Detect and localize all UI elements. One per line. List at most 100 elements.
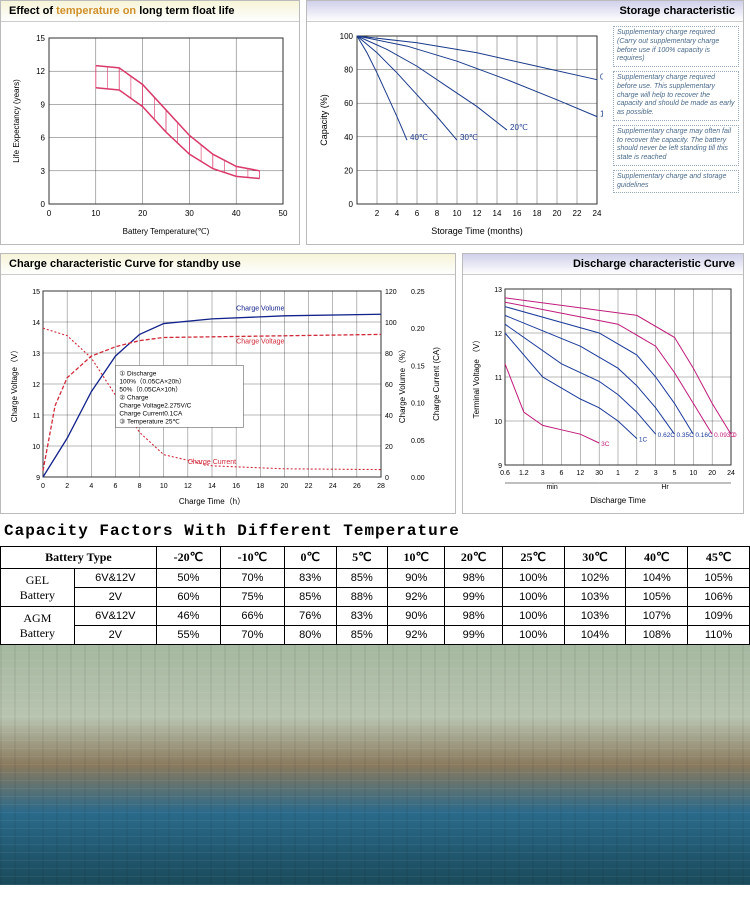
svg-text:20: 20 bbox=[281, 483, 289, 490]
svg-text:12: 12 bbox=[184, 483, 192, 490]
svg-text:10: 10 bbox=[91, 209, 100, 218]
svg-text:0.10: 0.10 bbox=[411, 401, 425, 408]
svg-text:14: 14 bbox=[32, 320, 40, 327]
svg-text:10℃: 10℃ bbox=[600, 110, 603, 119]
svg-text:0: 0 bbox=[47, 209, 52, 218]
svg-text:Charge Time（h）: Charge Time（h） bbox=[179, 497, 245, 506]
svg-text:0.00: 0.00 bbox=[411, 475, 425, 482]
svg-text:50: 50 bbox=[279, 209, 288, 218]
svg-text:0: 0 bbox=[349, 200, 354, 209]
svg-text:0: 0 bbox=[41, 483, 45, 490]
svg-text:5: 5 bbox=[673, 470, 677, 477]
svg-text:2: 2 bbox=[65, 483, 69, 490]
svg-text:Charge Voltage2.275V/C: Charge Voltage2.275V/C bbox=[119, 402, 191, 409]
svg-text:15: 15 bbox=[36, 34, 45, 43]
svg-text:26: 26 bbox=[353, 483, 361, 490]
svg-text:Charge Voltage（V）: Charge Voltage（V） bbox=[10, 346, 19, 423]
svg-text:Charge Voltage: Charge Voltage bbox=[236, 338, 284, 345]
svg-text:100%（0.05CA×20h）: 100%（0.05CA×20h） bbox=[119, 377, 185, 385]
capacity-table: Battery Type-20℃-10℃0℃5℃10℃20℃25℃30℃40℃4… bbox=[0, 546, 750, 645]
svg-text:12: 12 bbox=[494, 331, 502, 338]
svg-text:50%（0.05CA×10h）: 50%（0.05CA×10h） bbox=[119, 385, 181, 393]
factory-photo bbox=[0, 645, 750, 885]
svg-text:1C: 1C bbox=[639, 437, 648, 444]
discharge-panel: Discharge characteristic Curve 910111213… bbox=[462, 253, 744, 514]
svg-text:40: 40 bbox=[232, 209, 241, 218]
svg-text:10: 10 bbox=[453, 209, 462, 218]
svg-text:40℃: 40℃ bbox=[410, 133, 428, 142]
svg-text:15: 15 bbox=[32, 289, 40, 296]
svg-text:11: 11 bbox=[33, 413, 40, 420]
svg-text:80: 80 bbox=[385, 351, 393, 358]
svg-text:0: 0 bbox=[41, 200, 46, 209]
svg-text:Charge Current (CA): Charge Current (CA) bbox=[432, 347, 441, 421]
svg-text:4: 4 bbox=[89, 483, 93, 490]
svg-text:min: min bbox=[546, 484, 557, 491]
svg-text:100: 100 bbox=[340, 32, 354, 41]
svg-text:② Charge: ② Charge bbox=[119, 393, 148, 401]
svg-text:24: 24 bbox=[593, 209, 602, 218]
svg-text:0.16C: 0.16C bbox=[695, 432, 713, 439]
svg-text:2: 2 bbox=[635, 470, 639, 477]
svg-text:Charge Current0.1CA: Charge Current0.1CA bbox=[119, 410, 183, 417]
svg-text:13: 13 bbox=[494, 287, 502, 294]
svg-text:16: 16 bbox=[513, 209, 522, 218]
storage-title: Storage characteristic bbox=[307, 1, 743, 22]
svg-text:6: 6 bbox=[41, 134, 46, 143]
svg-text:3C: 3C bbox=[601, 441, 610, 448]
svg-text:1: 1 bbox=[616, 470, 620, 477]
float-life-chart: 0369121501020304050Battery Temperature(℃… bbox=[7, 28, 293, 238]
svg-text:4: 4 bbox=[395, 209, 400, 218]
svg-text:24: 24 bbox=[727, 470, 735, 477]
svg-text:40: 40 bbox=[344, 133, 353, 142]
svg-text:10: 10 bbox=[32, 444, 40, 451]
svg-text:22: 22 bbox=[305, 483, 313, 490]
svg-text:① Discharge: ① Discharge bbox=[119, 369, 156, 377]
svg-text:Charge Volume: Charge Volume bbox=[236, 306, 284, 313]
svg-text:10: 10 bbox=[494, 419, 502, 426]
svg-text:12: 12 bbox=[32, 382, 40, 389]
svg-text:40: 40 bbox=[385, 413, 393, 420]
svg-text:0.62C: 0.62C bbox=[658, 432, 676, 439]
svg-text:Terminal Voltage （V）: Terminal Voltage （V） bbox=[472, 336, 481, 419]
svg-text:20: 20 bbox=[385, 444, 393, 451]
svg-text:6: 6 bbox=[415, 209, 420, 218]
svg-text:16: 16 bbox=[232, 483, 240, 490]
svg-text:18: 18 bbox=[533, 209, 542, 218]
svg-text:6: 6 bbox=[560, 470, 564, 477]
svg-text:100: 100 bbox=[385, 320, 397, 327]
svg-text:30: 30 bbox=[595, 470, 603, 477]
svg-text:20: 20 bbox=[708, 470, 716, 477]
svg-text:12: 12 bbox=[36, 67, 45, 76]
svg-text:3: 3 bbox=[541, 470, 545, 477]
svg-text:9: 9 bbox=[36, 475, 40, 482]
svg-text:0.25: 0.25 bbox=[411, 289, 425, 296]
svg-text:Life Expectancy (years): Life Expectancy (years) bbox=[12, 79, 21, 163]
svg-text:0.05C: 0.05C bbox=[733, 432, 737, 439]
svg-text:18: 18 bbox=[256, 483, 264, 490]
svg-text:12: 12 bbox=[576, 470, 584, 477]
svg-text:11: 11 bbox=[495, 375, 502, 382]
svg-text:1.2: 1.2 bbox=[519, 470, 529, 477]
svg-text:Discharge Time: Discharge Time bbox=[590, 496, 646, 505]
discharge-title: Discharge characteristic Curve bbox=[463, 254, 743, 275]
svg-text:13: 13 bbox=[32, 351, 40, 358]
svg-text:80: 80 bbox=[344, 66, 353, 75]
svg-text:14: 14 bbox=[208, 483, 216, 490]
svg-text:8: 8 bbox=[138, 483, 142, 490]
svg-text:Charge Current: Charge Current bbox=[188, 459, 236, 466]
svg-text:0℃: 0℃ bbox=[600, 73, 603, 82]
svg-text:3: 3 bbox=[654, 470, 658, 477]
svg-text:Hr: Hr bbox=[661, 484, 669, 491]
svg-text:0.6: 0.6 bbox=[500, 470, 510, 477]
svg-text:3: 3 bbox=[41, 167, 46, 176]
svg-text:0.35C: 0.35C bbox=[677, 432, 695, 439]
svg-text:9: 9 bbox=[41, 100, 46, 109]
svg-text:20: 20 bbox=[344, 166, 353, 175]
svg-text:120: 120 bbox=[385, 289, 397, 296]
float-life-title: Effect of temperature on long term float… bbox=[1, 1, 299, 22]
capacity-table-title: Capacity Factors With Different Temperat… bbox=[4, 522, 750, 540]
svg-text:Battery Temperature(℃): Battery Temperature(℃) bbox=[123, 227, 210, 236]
svg-text:20: 20 bbox=[138, 209, 147, 218]
svg-text:0.20: 0.20 bbox=[411, 326, 425, 333]
